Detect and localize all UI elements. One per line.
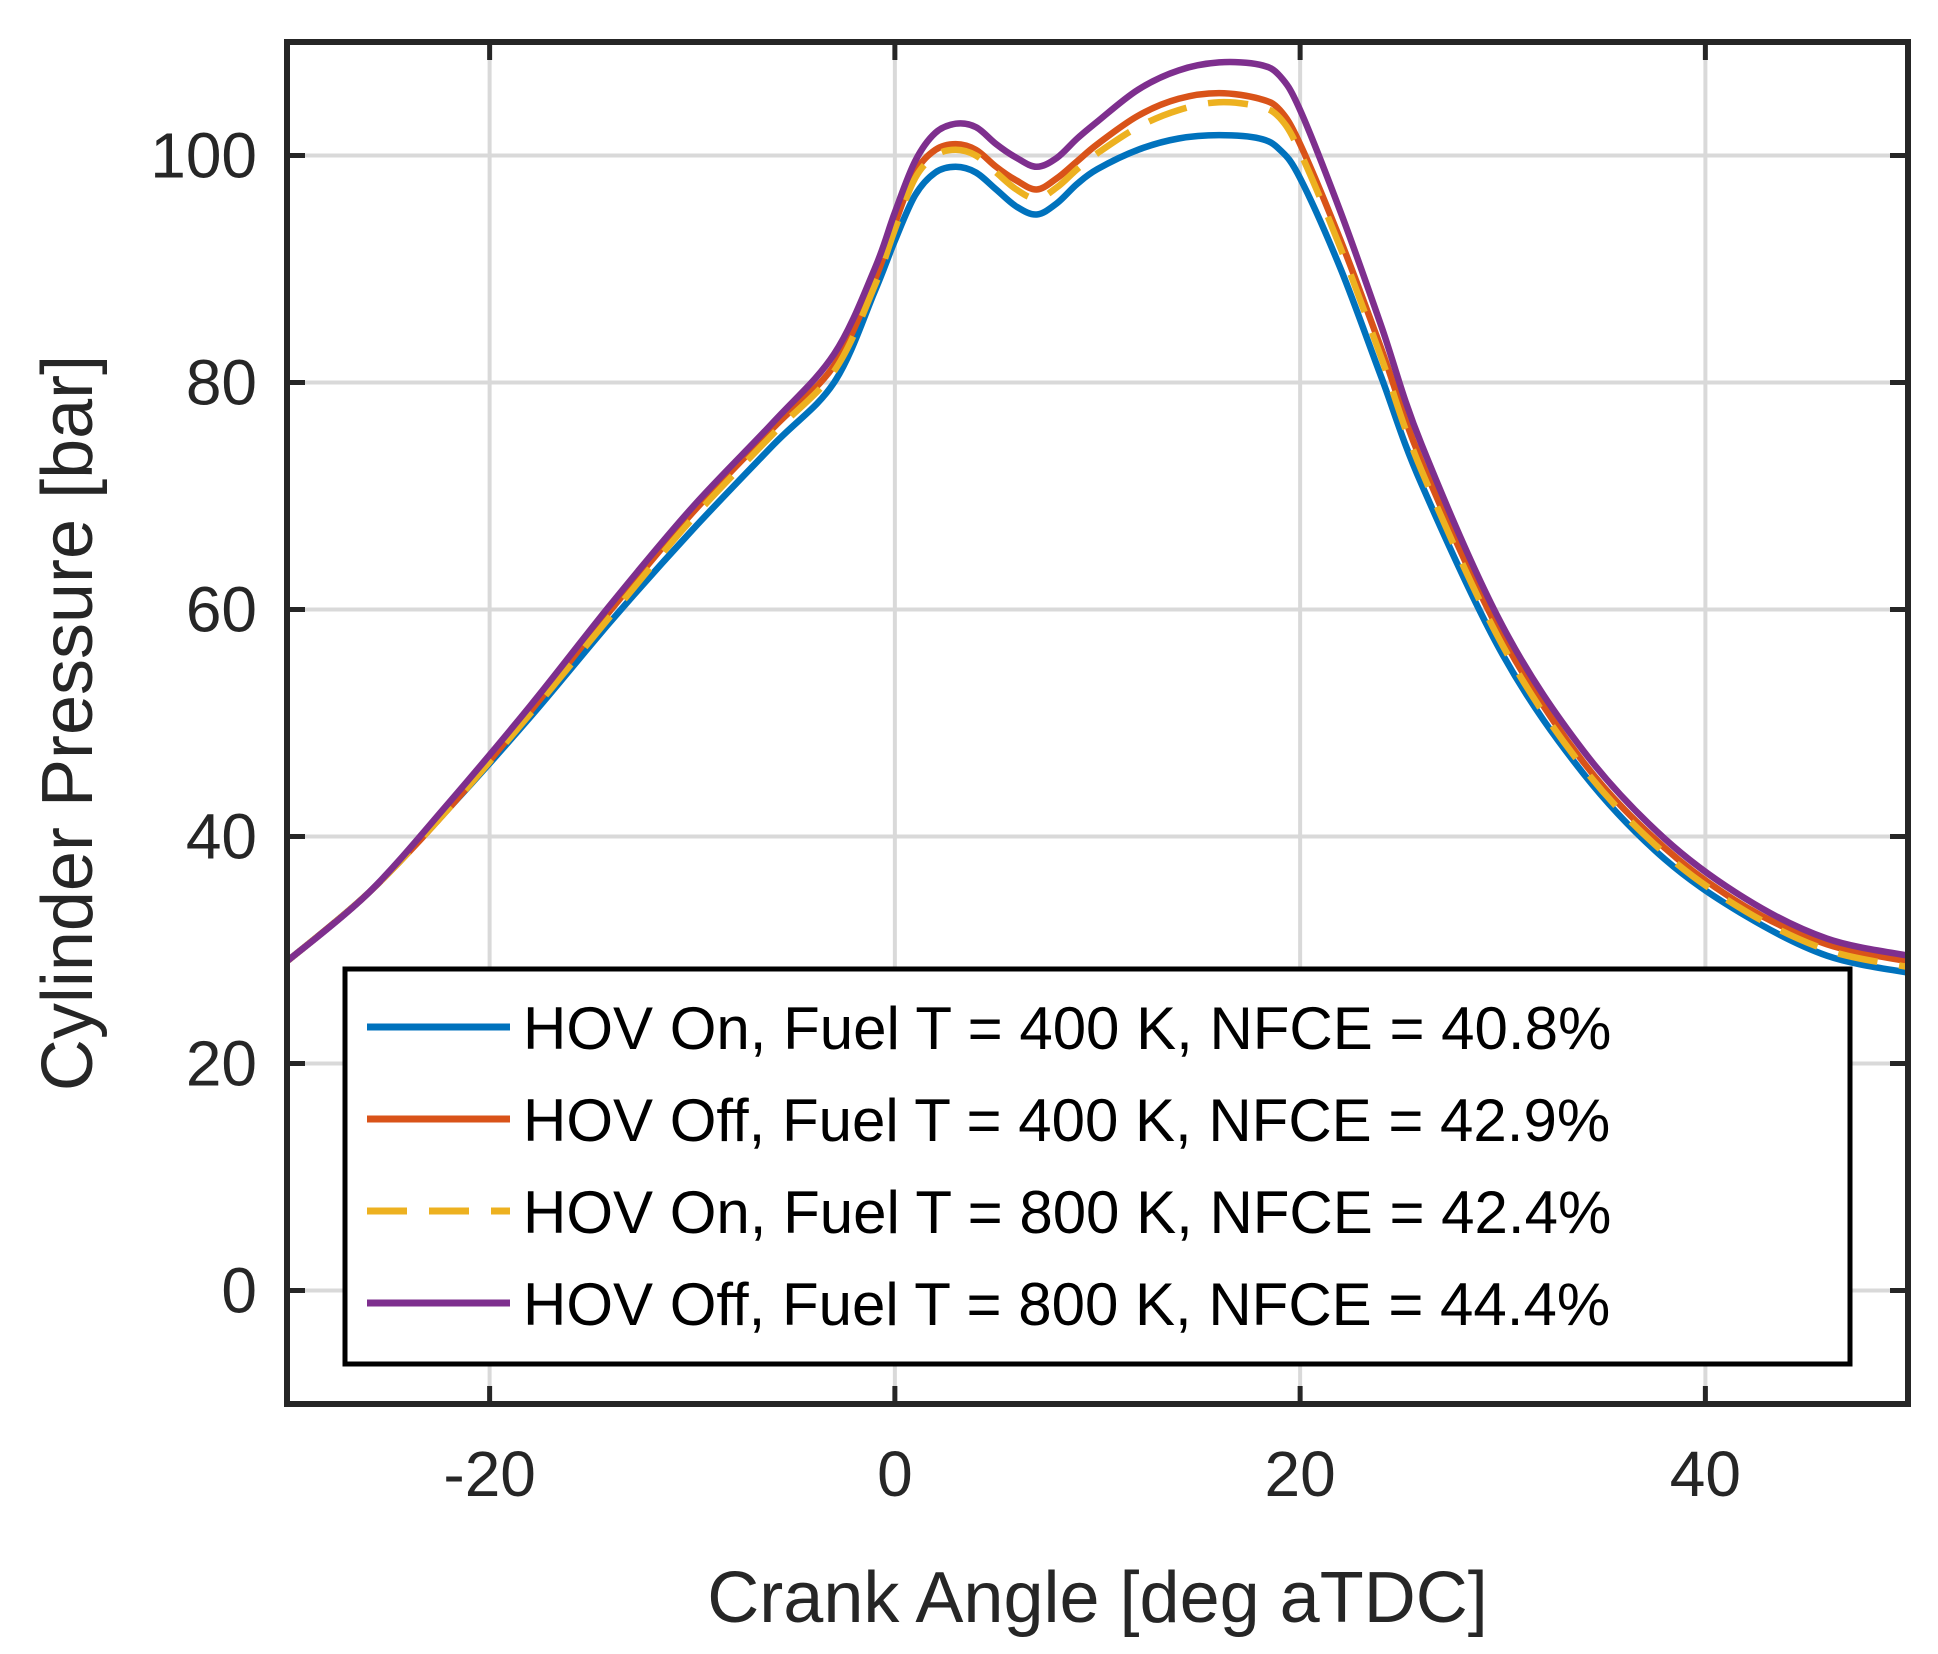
x-tick-label: 40 <box>1670 1438 1741 1510</box>
plot-frame <box>284 39 1911 1407</box>
x-tick-label: -20 <box>443 1438 536 1510</box>
y-tick-label: 20 <box>186 1028 257 1100</box>
series-line-4 <box>287 58 1908 964</box>
legend-label-1: HOV On, Fuel T = 400 K, NFCE = 40.8% <box>523 995 1611 1062</box>
y-tick-label: 40 <box>186 801 257 873</box>
legend-box <box>342 966 1853 1367</box>
axis-ticks <box>287 42 1908 1404</box>
y-axis-label: Cylinder Pressure [bar] <box>28 355 108 1091</box>
legend: HOV On, Fuel T = 400 K, NFCE = 40.8% HOV … <box>342 966 1853 1367</box>
y-tick-label: 60 <box>186 574 257 646</box>
y-tick-label: 80 <box>186 347 257 419</box>
x-tick-label: 0 <box>877 1438 913 1510</box>
legend-label-3: HOV On, Fuel T = 800 K, NFCE = 42.4% <box>523 1179 1611 1246</box>
series-line-2 <box>287 89 1908 965</box>
x-axis-label: Crank Angle [deg aTDC] <box>707 1558 1487 1638</box>
y-tick-label: 0 <box>221 1255 257 1327</box>
x-tick-label: 20 <box>1265 1438 1336 1510</box>
series-line-1 <box>287 131 1908 976</box>
legend-label-4: HOV Off, Fuel T = 800 K, NFCE = 44.4% <box>523 1271 1610 1338</box>
y-tick-label: 100 <box>150 120 257 192</box>
legend-items: HOV On, Fuel T = 400 K, NFCE = 40.8% HOV … <box>367 995 1611 1338</box>
legend-label-2: HOV Off, Fuel T = 400 K, NFCE = 42.9% <box>523 1087 1610 1154</box>
series-lines <box>287 58 1908 976</box>
series-line-3 <box>287 98 1908 971</box>
tick-labels: -20 0 20 40 0 20 40 60 80 100 <box>150 120 1741 1511</box>
